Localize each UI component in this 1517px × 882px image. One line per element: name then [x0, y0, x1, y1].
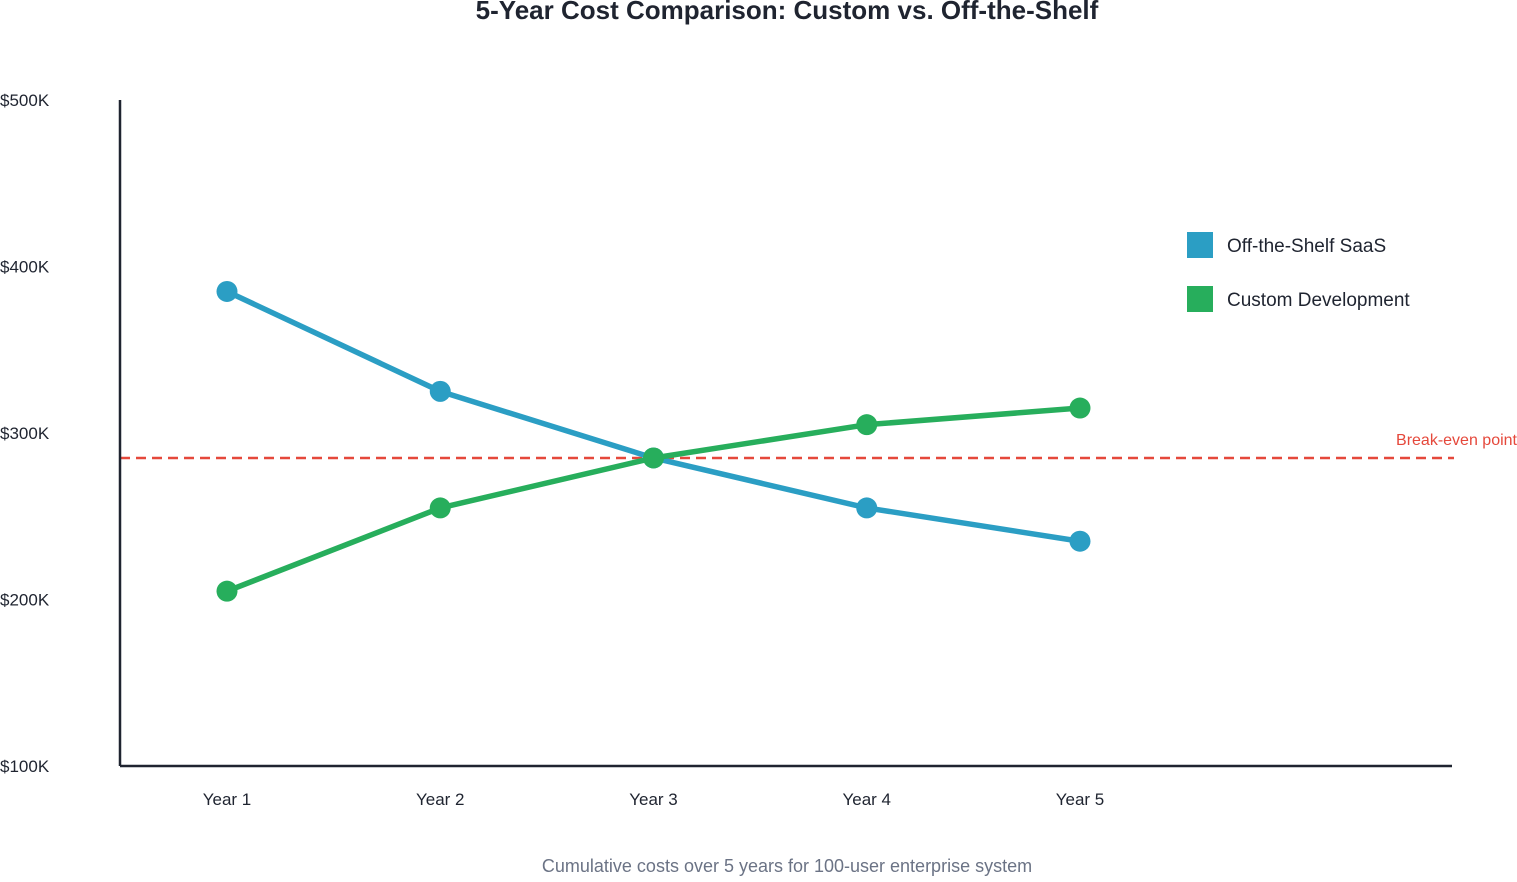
series-line — [224, 405, 1083, 594]
data-point[interactable] — [429, 497, 451, 519]
x-tick-label: Year 5 — [1056, 790, 1105, 809]
legend: Off-the-Shelf SaaS Custom Development — [1187, 232, 1410, 312]
y-tick-label: $200K — [0, 591, 50, 610]
legend-swatch — [1187, 286, 1213, 312]
legend-swatch — [1187, 232, 1213, 258]
y-tick-label: $300K — [0, 424, 50, 443]
data-point[interactable] — [216, 580, 238, 602]
data-point[interactable] — [643, 447, 664, 469]
data-point[interactable] — [1069, 530, 1091, 552]
x-tick-label: Year 1 — [203, 790, 252, 809]
reference-layer: Break-even point — [120, 432, 1517, 460]
break-even-label: Break-even point — [1396, 432, 1517, 449]
y-tick-label: $100K — [0, 757, 50, 776]
series-2 — [216, 397, 1091, 602]
data-point[interactable] — [856, 414, 878, 436]
x-tick-label: Year 2 — [416, 790, 465, 809]
axes — [118, 100, 1452, 768]
y-tick-label: $500K — [0, 91, 50, 110]
chart-caption: Cumulative costs over 5 years for 100-us… — [542, 856, 1032, 876]
data-point[interactable] — [856, 497, 878, 519]
tick-labels: $100K $200K $300K $400K $500K Year 1 Year 2 Yea… — [0, 91, 1104, 809]
data-point[interactable] — [216, 280, 238, 302]
legend-label: Off-the-Shelf SaaS — [1227, 236, 1386, 257]
data-point[interactable] — [1069, 397, 1091, 419]
x-tick-label: Year 4 — [842, 790, 891, 809]
y-tick-label: $400K — [0, 258, 50, 277]
x-tick-label: Year 3 — [629, 790, 678, 809]
legend-label: Custom Development — [1227, 290, 1410, 311]
chart-title: 5-Year Cost Comparison: Custom vs. Off-t… — [476, 0, 1099, 25]
data-point[interactable] — [429, 380, 451, 402]
series-layer — [216, 280, 1091, 602]
